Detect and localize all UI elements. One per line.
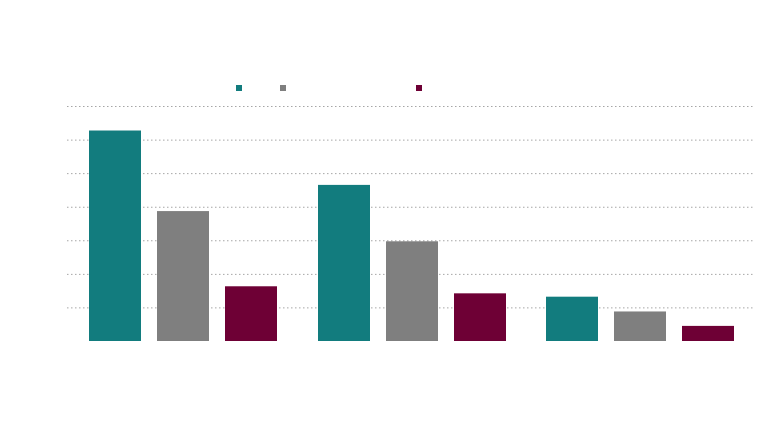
legend-marker-series-2	[280, 85, 286, 91]
bar-series-3-category-2	[454, 293, 506, 341]
bar-series-2-category-2	[386, 241, 438, 341]
bars	[89, 130, 734, 341]
legend-marker-series-1	[236, 85, 242, 91]
bar-series-3-category-1	[225, 286, 277, 341]
bar-series-3-category-3	[682, 325, 734, 341]
bar-series-1-category-1	[89, 130, 141, 341]
bar-series-1-category-3	[546, 296, 598, 341]
legend	[236, 85, 422, 91]
bar-series-2-category-3	[614, 311, 666, 341]
legend-marker-series-3	[416, 85, 422, 91]
bar-series-1-category-2	[318, 184, 370, 341]
bar-series-2-category-1	[157, 211, 209, 341]
